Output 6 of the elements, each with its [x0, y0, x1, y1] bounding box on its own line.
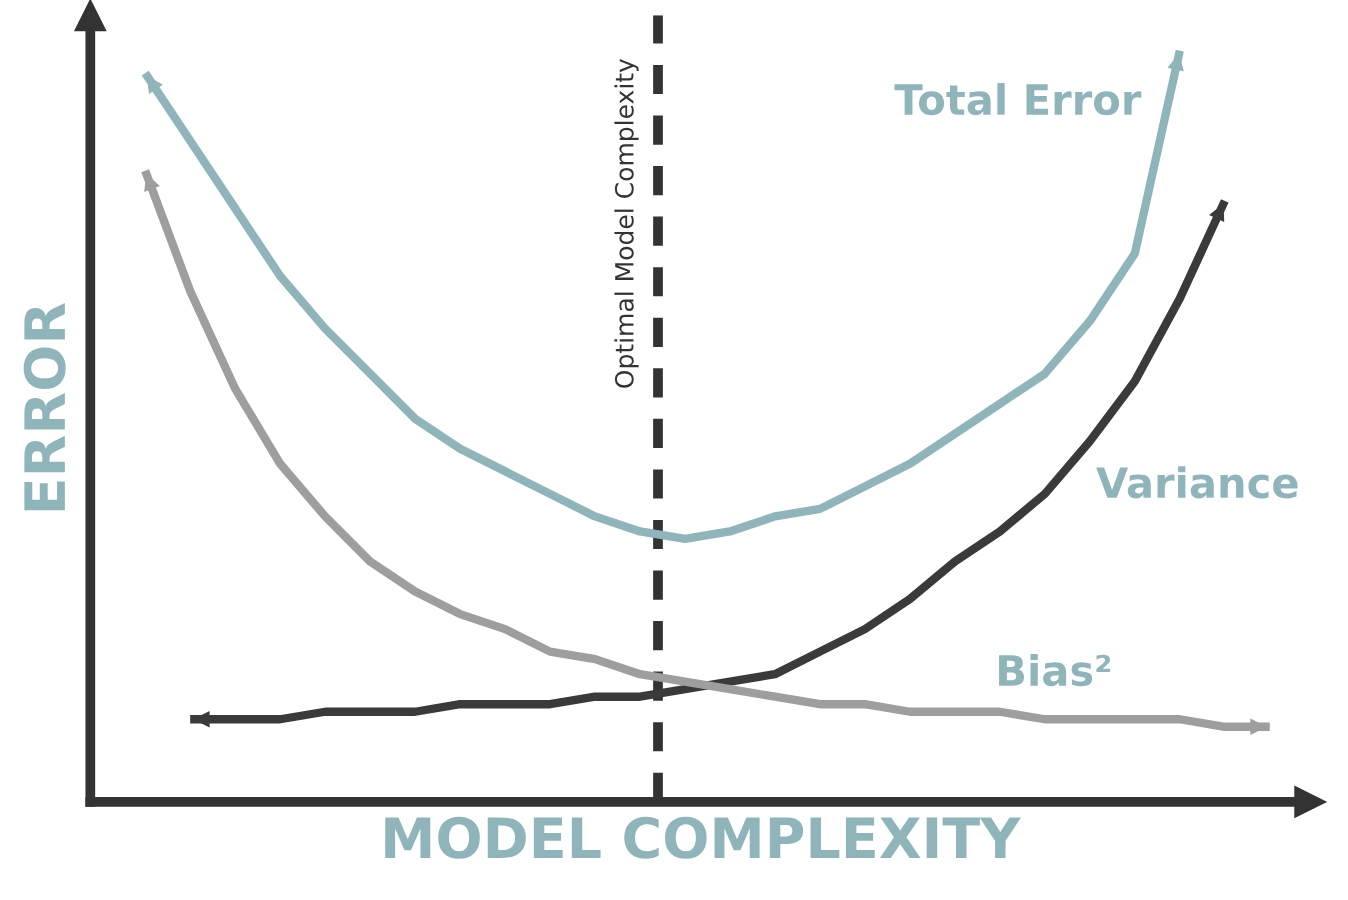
- series-label: Variance: [1096, 466, 1298, 499]
- y-axis-title: ERROR: [23, 302, 66, 511]
- legend-label: Total Error: [894, 83, 1142, 116]
- series-label: Bias²: [999, 654, 1111, 687]
- annotation: Optimal Model Complexity: [614, 58, 639, 388]
- x-axis-title: MODEL COMPLEXITY: [385, 816, 1021, 859]
